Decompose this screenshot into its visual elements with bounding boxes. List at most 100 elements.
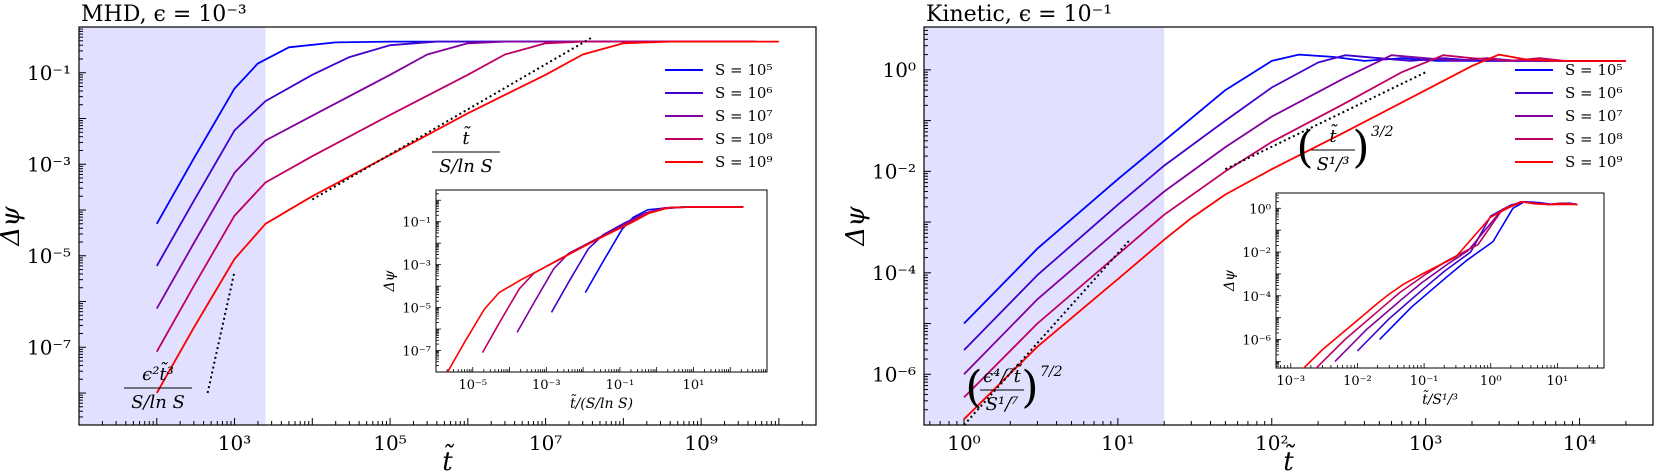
inset-y-tick-label: 10⁻⁶ xyxy=(1242,334,1271,349)
panel-kinetic: 10⁰ 10¹ 10² 10³ 10⁴ 10⁻⁶ 10⁻⁴ 10⁻² 10⁰ t̃ Δψ Kineti… xyxy=(841,2,1654,475)
y-tick-label: 10⁻⁵ xyxy=(27,244,71,268)
series-line-S-1e8 xyxy=(156,40,756,353)
guide-line-1 xyxy=(206,271,236,394)
legend: S = 10⁵ S = 10⁶ S = 10⁷ S = 10⁸ S = 10⁹ xyxy=(665,61,772,171)
legend: S = 10⁵ S = 10⁶ S = 10⁷ S = 10⁸ S = 10⁹ xyxy=(1515,61,1622,171)
chart-title: MHD, ϵ = 10⁻³ xyxy=(81,2,247,27)
y-tick-label: 10⁻² xyxy=(872,159,916,183)
y-tick-label: 10⁻⁴ xyxy=(872,261,916,285)
inset-series-line-S-1e9 xyxy=(1302,200,1578,368)
x-tick-label: 10⁰ xyxy=(947,431,980,455)
series-line-S-1e9 xyxy=(156,40,779,394)
annotation-denominator: S/ln S xyxy=(131,392,185,413)
inset-y-tick-label: 10⁻⁴ xyxy=(1242,290,1271,305)
shaded-region xyxy=(79,27,266,425)
inset-frame xyxy=(435,189,768,373)
legend-label: S = 10⁹ xyxy=(1565,153,1622,171)
annotation-numerator: t̃ xyxy=(1329,124,1338,147)
y-axis-label: Δψ xyxy=(841,206,871,247)
x-tick-label: 10¹ xyxy=(1101,431,1134,455)
annotation-numerator: t̃ xyxy=(462,126,471,149)
y-tick-label: 10⁻¹ xyxy=(27,61,71,85)
y-axis-label: Δψ xyxy=(0,206,26,247)
legend-label: S = 10⁸ xyxy=(715,130,772,148)
guide-line-2 xyxy=(1224,71,1427,171)
inset-y-tick-label: 10⁻⁵ xyxy=(402,302,431,317)
chart-title: Kinetic, ϵ = 10⁻¹ xyxy=(926,2,1112,27)
y-tick-label: 10⁻³ xyxy=(27,152,71,176)
scaling-annotation: ϵ²t̃³ S/ln S xyxy=(124,362,192,413)
legend-label: S = 10⁹ xyxy=(715,153,772,171)
legend-label: S = 10⁸ xyxy=(1565,130,1622,148)
inset-x-tick-label: 10⁻³ xyxy=(1276,374,1305,389)
inset-x-tick-label: 10⁻¹ xyxy=(1410,374,1439,389)
legend-label: S = 10⁵ xyxy=(715,61,772,79)
series-group xyxy=(963,53,1626,425)
x-tick-label: 10³ xyxy=(218,431,251,455)
legend-label: S = 10⁷ xyxy=(715,107,772,125)
series-line-S-1e5 xyxy=(963,53,1626,325)
guide-line-2 xyxy=(311,36,593,201)
inset-y-tick-label: 10⁰ xyxy=(1249,202,1271,217)
x-tick-label: 10² xyxy=(1255,431,1288,455)
y-tick-label: 10⁻⁷ xyxy=(27,335,71,359)
annotation-numerator: ϵ²t̃³ xyxy=(142,362,174,385)
inset-series-group xyxy=(446,206,744,372)
paren-left: ( xyxy=(1296,122,1313,173)
x-tick-label: 10⁴ xyxy=(1563,431,1596,455)
x-tick-label: 10⁷ xyxy=(529,431,562,455)
series-line-S-1e7 xyxy=(156,40,756,310)
x-tick-label: 10⁹ xyxy=(684,431,717,455)
plot-frame xyxy=(78,26,817,426)
inset-x-tick-label: 10⁻⁵ xyxy=(458,378,487,393)
inset-frame xyxy=(1275,192,1605,369)
paren-right: ) xyxy=(1352,122,1369,173)
y-tick-label: 10⁰ xyxy=(883,58,916,82)
inset-series-group xyxy=(1302,200,1578,368)
inset-y-axis-label: Δψ xyxy=(1222,269,1238,292)
paren-left: ( xyxy=(965,362,982,413)
plot-frame xyxy=(923,26,1654,426)
series-line-S-1e6 xyxy=(156,40,756,267)
series-line-S-1e7 xyxy=(963,54,1626,375)
legend-label: S = 10⁶ xyxy=(1565,84,1622,102)
x-tick-label: 10³ xyxy=(1409,431,1442,455)
scaling-annotation: t̃ S/ln S xyxy=(432,126,500,177)
inset-x-tick-label: 10⁻¹ xyxy=(606,378,635,393)
inset-plot: 10⁻⁵ 10⁻³ 10⁻¹ 10¹10⁻⁷10⁻⁵10⁻³10⁻¹t̃/(S/ln … xyxy=(382,189,768,412)
inset-y-tick-label: 10⁻³ xyxy=(402,259,431,274)
guide-line-1 xyxy=(963,239,1131,425)
series-line-S-1e5 xyxy=(156,40,756,225)
inset-y-tick-label: 10⁻⁷ xyxy=(402,345,431,360)
panel-mhd: 10³ 10⁵ 10⁷ 10⁹ 10⁻⁷ 10⁻⁵ 10⁻³ 10⁻¹ t̃ Δψ MHD, ϵ =… xyxy=(0,2,817,475)
annotation-power: 3/2 xyxy=(1371,124,1394,140)
inset-series-line-S-1e9 xyxy=(446,206,744,372)
inset-y-tick-label: 10⁻¹ xyxy=(402,216,431,231)
series-group xyxy=(156,36,779,394)
series-line-S-1e6 xyxy=(963,54,1626,351)
inset-x-tick-label: 10⁻² xyxy=(1343,374,1372,389)
inset-y-tick-label: 10⁻² xyxy=(1242,246,1271,261)
scaling-annotation: ( t̃ S¹/³) 3/2 xyxy=(1296,122,1393,175)
legend-label: S = 10⁶ xyxy=(715,84,772,102)
legend-label: S = 10⁷ xyxy=(1565,107,1622,125)
annotation-numerator: ϵ⁴/⁷t̃ xyxy=(983,364,1022,387)
inset-y-axis-label: Δψ xyxy=(382,269,398,292)
legend-label: S = 10⁵ xyxy=(1565,61,1622,79)
inset-x-axis-label: t̃/(S/ln S) xyxy=(570,393,633,412)
inset-x-tick-label: 10¹ xyxy=(1547,374,1569,389)
inset-x-tick-label: 10¹ xyxy=(683,378,705,393)
y-tick-label: 10⁻⁶ xyxy=(872,362,916,386)
x-tick-label: 10⁵ xyxy=(373,431,406,455)
x-axis-label: t̃ xyxy=(1283,443,1296,475)
annotation-denominator: S¹/³ xyxy=(1317,154,1350,175)
shaded-region xyxy=(924,27,1165,425)
paren-right: ) xyxy=(1021,362,1038,413)
inset-plot: 10⁻³ 10⁻² 10⁻¹ 10⁰ 10¹ 10⁻⁶ 10⁻⁴ 10⁻² 10⁰ t̃/S¹/³… xyxy=(1222,192,1605,408)
scaling-annotation: (ϵ⁴/⁷t̃ S¹/⁷) 7/2 xyxy=(965,362,1062,415)
inset-x-axis-label: t̃/S¹/³ xyxy=(1422,389,1458,408)
inset-x-tick-label: 10⁻³ xyxy=(532,378,561,393)
annotation-denominator: S¹/⁷ xyxy=(986,394,1019,415)
annotation-power: 7/2 xyxy=(1040,364,1063,380)
